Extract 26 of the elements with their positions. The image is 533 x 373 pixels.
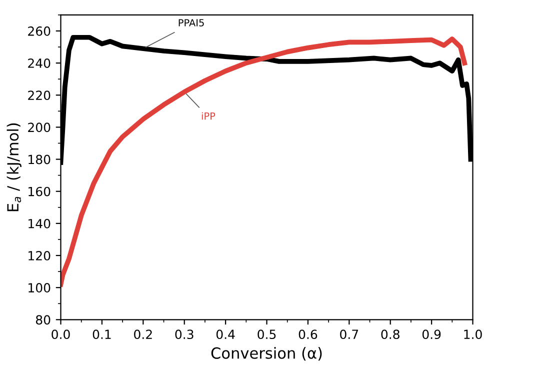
y-tick-label: 180	[28, 154, 50, 164]
x-tick-label: 0.8	[381, 330, 400, 340]
y-tick-label: 200	[28, 122, 50, 132]
y-tick-label: 260	[28, 26, 50, 36]
x-tick-label: 0.2	[134, 330, 152, 340]
x-tick-label: 1.0	[464, 330, 482, 340]
line-series	[60, 36, 467, 287]
y-tick-label: 240	[28, 58, 50, 68]
x-tick-label: 0.1	[92, 330, 111, 340]
y-tick-label: 220	[28, 90, 50, 100]
y-tick-label: 80	[36, 315, 50, 325]
text: iPP	[202, 112, 216, 120]
x-tick-label: 0.6	[298, 330, 318, 340]
x-axis-title: Conversion (α)	[211, 347, 322, 361]
y-axis-title: E$_{a}$ / (kJ/mol)	[6, 123, 22, 212]
x-tick-label: 0.7	[340, 330, 358, 340]
y-tick-label: 120	[28, 250, 50, 260]
y-tick-label: 100	[28, 283, 50, 293]
x-tick-label: 0.0	[52, 330, 70, 340]
text: PPAI5	[178, 19, 204, 26]
y-tick-label: 160	[28, 186, 50, 196]
x-tick-label: 0.3	[175, 330, 194, 340]
x-tick-label: 0.4	[216, 330, 235, 340]
y-tick-label: 140	[28, 218, 50, 228]
x-tick-label: 0.9	[422, 330, 441, 340]
x-tick-label: 0.5	[258, 330, 276, 340]
